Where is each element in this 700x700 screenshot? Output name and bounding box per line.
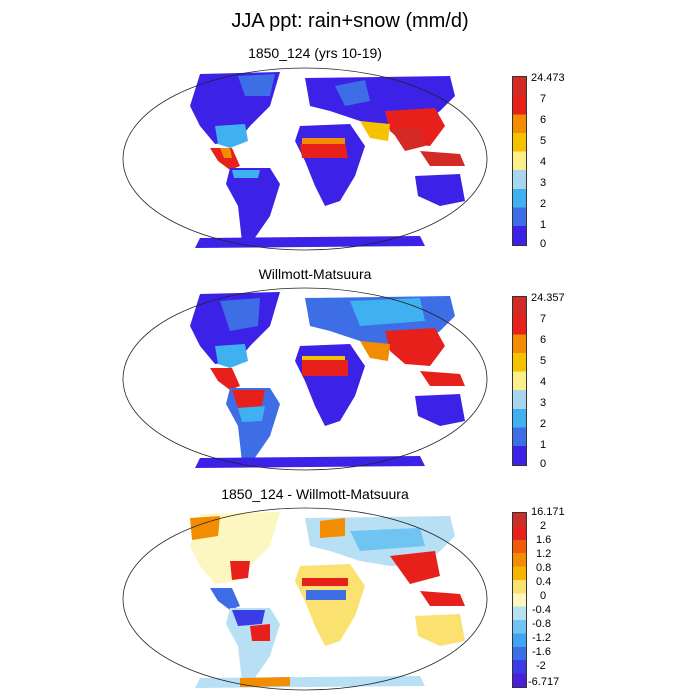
colorbar-label: 2 <box>540 198 547 210</box>
colorbar-label: -6.717 <box>528 676 560 688</box>
map-land-1 <box>190 72 465 248</box>
colorbar-1-swatches <box>512 76 527 246</box>
colorbar-label: 0 <box>540 238 547 250</box>
colorbar-label: -0.4 <box>532 604 551 616</box>
colorbar-label: 1 <box>540 439 547 451</box>
map-outline-3 <box>122 507 488 691</box>
colorbar-label: 5 <box>540 355 547 367</box>
colorbar-label: 2 <box>540 520 547 532</box>
colorbar-label: 6 <box>540 334 547 346</box>
colorbar-label: 1.6 <box>536 534 552 546</box>
colorbar-label: 24.357 <box>531 292 565 304</box>
colorbar-label: 0 <box>540 458 547 470</box>
colorbar-label: 7 <box>540 93 547 105</box>
colorbar-label: 0.4 <box>536 576 552 588</box>
colorbar-label: 7 <box>540 313 547 325</box>
colorbar-label: 3 <box>540 397 547 409</box>
map-land-3 <box>190 512 465 688</box>
colorbar-label: 4 <box>540 376 547 388</box>
panel-title-1: 1850_124 (yrs 10-19) <box>248 45 382 61</box>
map-panel-3 <box>122 507 488 691</box>
map-outline-2 <box>122 287 488 471</box>
colorbar-3-swatches <box>512 512 527 688</box>
map-panel-1 <box>122 67 488 251</box>
colorbar-2-swatches <box>512 296 527 466</box>
colorbar-label: 3 <box>540 177 547 189</box>
colorbar-label: 16.171 <box>531 506 565 518</box>
colorbar-label: 1 <box>540 219 547 231</box>
colorbar-label: 2 <box>540 418 547 430</box>
colorbar-label: 6 <box>540 114 547 126</box>
colorbar-label: 0 <box>540 590 547 602</box>
colorbar-label: -2 <box>536 660 546 672</box>
colorbar-label: 24.473 <box>531 72 565 84</box>
map-land-2 <box>190 292 465 468</box>
map-outline-1 <box>122 67 488 251</box>
panel-title-2: Willmott-Matsuura <box>258 266 372 282</box>
map-panel-2 <box>122 287 488 471</box>
colorbar-label: -0.8 <box>532 618 551 630</box>
main-title: JJA ppt: rain+snow (mm/d) <box>231 10 469 32</box>
colorbar-label: -1.2 <box>532 632 551 644</box>
colorbar-label: -1.6 <box>532 646 551 658</box>
colorbar-label: 0.8 <box>536 562 552 574</box>
colorbar-label: 1.2 <box>536 548 552 560</box>
colorbar-label: 5 <box>540 135 547 147</box>
panel-title-3: 1850_124 - Willmott-Matsuura <box>221 486 409 502</box>
colorbar-label: 4 <box>540 156 547 168</box>
